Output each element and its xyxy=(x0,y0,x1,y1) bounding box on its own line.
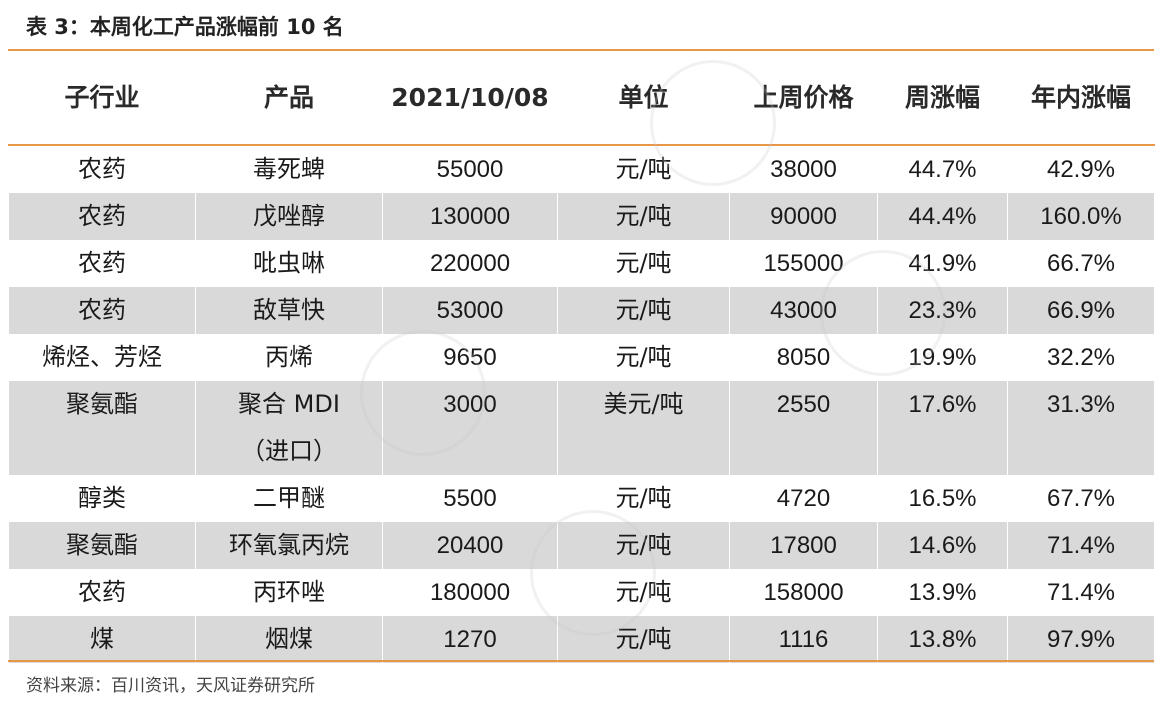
bottom-rule xyxy=(8,660,1154,662)
cell-ytd: 160.0% xyxy=(1007,193,1155,240)
cell-price: 180000 xyxy=(382,569,558,616)
cell-unit: 元/吨 xyxy=(557,287,730,334)
cell-last-week: 158000 xyxy=(729,569,878,616)
cell-weekly: 16.5% xyxy=(877,475,1008,522)
table-row: 农药 戊唑醇 130000 元/吨 90000 44.4% 160.0% xyxy=(8,193,1155,240)
table-row: 醇类 二甲醚 5500 元/吨 4720 16.5% 67.7% xyxy=(8,475,1155,522)
cell-unit: 元/吨 xyxy=(557,475,730,522)
cell-weekly: 13.9% xyxy=(877,569,1008,616)
cell-unit: 元/吨 xyxy=(557,569,730,616)
cell-price: 5500 xyxy=(382,475,558,522)
table-title: 表 3：本周化工产品涨幅前 10 名 xyxy=(26,15,344,39)
cell-product: 敌草快 xyxy=(195,287,383,334)
header-sector: 子行业 xyxy=(8,51,196,146)
cell-ytd: 66.9% xyxy=(1007,287,1155,334)
cell-unit: 元/吨 xyxy=(557,616,730,663)
cell-unit: 元/吨 xyxy=(557,145,730,193)
cell-sector: 醇类 xyxy=(8,475,196,522)
cell-sector: 农药 xyxy=(8,145,196,193)
header-product: 产品 xyxy=(195,51,383,146)
cell-sector: 聚氨酯 xyxy=(8,381,196,475)
table-row: 煤 烟煤 1270 元/吨 1116 13.8% 97.9% xyxy=(8,616,1155,663)
cell-sector: 农药 xyxy=(8,569,196,616)
cell-sector: 煤 xyxy=(8,616,196,663)
cell-last-week: 17800 xyxy=(729,522,878,569)
cell-product: 吡虫啉 xyxy=(195,240,383,287)
table-row: 农药 吡虫啉 220000 元/吨 155000 41.9% 66.7% xyxy=(8,240,1155,287)
source-note: 资料来源：百川资讯，天风证券研究所 xyxy=(26,676,315,696)
cell-sector: 烯烃、芳烃 xyxy=(8,334,196,381)
cell-weekly: 44.4% xyxy=(877,193,1008,240)
cell-weekly: 41.9% xyxy=(877,240,1008,287)
cell-weekly: 14.6% xyxy=(877,522,1008,569)
cell-product: 丙环唑 xyxy=(195,569,383,616)
header-weekly-change: 周涨幅 xyxy=(877,51,1008,146)
cell-price: 220000 xyxy=(382,240,558,287)
cell-weekly: 23.3% xyxy=(877,287,1008,334)
cell-weekly: 44.7% xyxy=(877,145,1008,193)
table-header-row: 子行业 产品 2021/10/08 单位 上周价格 周涨幅 年内涨幅 xyxy=(8,51,1155,146)
table-row: 聚氨酯 环氧氯丙烷 20400 元/吨 17800 14.6% 71.4% xyxy=(8,522,1155,569)
cell-price: 130000 xyxy=(382,193,558,240)
cell-product: 戊唑醇 xyxy=(195,193,383,240)
cell-product: 丙烯 xyxy=(195,334,383,381)
cell-sector: 农药 xyxy=(8,240,196,287)
cell-unit: 元/吨 xyxy=(557,334,730,381)
cell-last-week: 8050 xyxy=(729,334,878,381)
table-row: 农药 毒死蜱 55000 元/吨 38000 44.7% 42.9% xyxy=(8,145,1155,193)
cell-price: 20400 xyxy=(382,522,558,569)
cell-last-week: 38000 xyxy=(729,145,878,193)
cell-ytd: 97.9% xyxy=(1007,616,1155,663)
header-unit: 单位 xyxy=(557,51,730,146)
cell-last-week: 4720 xyxy=(729,475,878,522)
cell-price: 53000 xyxy=(382,287,558,334)
cell-product: 聚合 MDI（进口） xyxy=(195,381,383,475)
cell-last-week: 90000 xyxy=(729,193,878,240)
cell-last-week: 43000 xyxy=(729,287,878,334)
cell-price: 1270 xyxy=(382,616,558,663)
cell-sector: 农药 xyxy=(8,193,196,240)
cell-weekly: 17.6% xyxy=(877,381,1008,475)
cell-ytd: 71.4% xyxy=(1007,569,1155,616)
header-ytd-change: 年内涨幅 xyxy=(1007,51,1155,146)
cell-unit: 元/吨 xyxy=(557,240,730,287)
cell-unit: 元/吨 xyxy=(557,522,730,569)
cell-ytd: 31.3% xyxy=(1007,381,1155,475)
cell-last-week: 155000 xyxy=(729,240,878,287)
table-row: 聚氨酯 聚合 MDI（进口） 3000 美元/吨 2550 17.6% 31.3… xyxy=(8,381,1155,475)
cell-unit: 元/吨 xyxy=(557,193,730,240)
table-row: 农药 敌草快 53000 元/吨 43000 23.3% 66.9% xyxy=(8,287,1155,334)
cell-unit: 美元/吨 xyxy=(557,381,730,475)
header-last-week-price: 上周价格 xyxy=(729,51,878,146)
cell-sector: 聚氨酯 xyxy=(8,522,196,569)
cell-ytd: 66.7% xyxy=(1007,240,1155,287)
cell-price: 9650 xyxy=(382,334,558,381)
cell-last-week: 2550 xyxy=(729,381,878,475)
cell-product: 毒死蜱 xyxy=(195,145,383,193)
cell-product: 烟煤 xyxy=(195,616,383,663)
cell-last-week: 1116 xyxy=(729,616,878,663)
cell-price: 55000 xyxy=(382,145,558,193)
price-increase-table: 子行业 产品 2021/10/08 单位 上周价格 周涨幅 年内涨幅 农药 毒死… xyxy=(8,51,1155,663)
cell-ytd: 67.7% xyxy=(1007,475,1155,522)
cell-ytd: 42.9% xyxy=(1007,145,1155,193)
cell-ytd: 71.4% xyxy=(1007,522,1155,569)
cell-weekly: 13.8% xyxy=(877,616,1008,663)
header-date: 2021/10/08 xyxy=(382,51,558,146)
cell-sector: 农药 xyxy=(8,287,196,334)
cell-product: 二甲醚 xyxy=(195,475,383,522)
cell-product: 环氧氯丙烷 xyxy=(195,522,383,569)
cell-weekly: 19.9% xyxy=(877,334,1008,381)
top-rule xyxy=(8,49,1154,51)
table-row: 农药 丙环唑 180000 元/吨 158000 13.9% 71.4% xyxy=(8,569,1155,616)
cell-ytd: 32.2% xyxy=(1007,334,1155,381)
table-row: 烯烃、芳烃 丙烯 9650 元/吨 8050 19.9% 32.2% xyxy=(8,334,1155,381)
cell-price: 3000 xyxy=(382,381,558,475)
